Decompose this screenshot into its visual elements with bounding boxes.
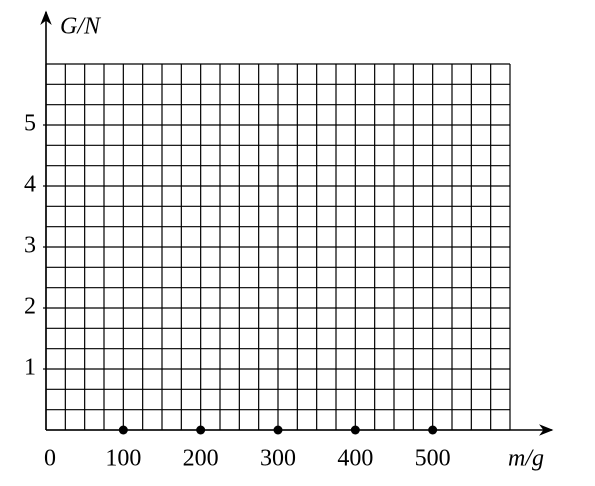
y-tick-label: 2 (24, 294, 36, 320)
x-tick-label: 500 (415, 446, 451, 472)
x-axis-label: m/g (508, 446, 544, 472)
y-tick-label: 4 (24, 172, 36, 198)
x-tick-dot (428, 425, 438, 435)
x-tick-dot (196, 425, 206, 435)
x-tick-label: 400 (337, 446, 373, 472)
x-tick-label: 0 (44, 446, 56, 472)
y-tick-label: 1 (24, 355, 36, 381)
x-tick-label: 100 (105, 446, 141, 472)
x-tick-dot (273, 425, 283, 435)
y-tick-label: 5 (24, 111, 36, 137)
x-tick-dot (118, 425, 128, 435)
y-axis-label: G/N (60, 14, 102, 40)
y-tick-label: 3 (24, 233, 36, 259)
x-tick-label: 200 (183, 446, 219, 472)
x-tick-dot (350, 425, 360, 435)
x-tick-label: 300 (260, 446, 296, 472)
